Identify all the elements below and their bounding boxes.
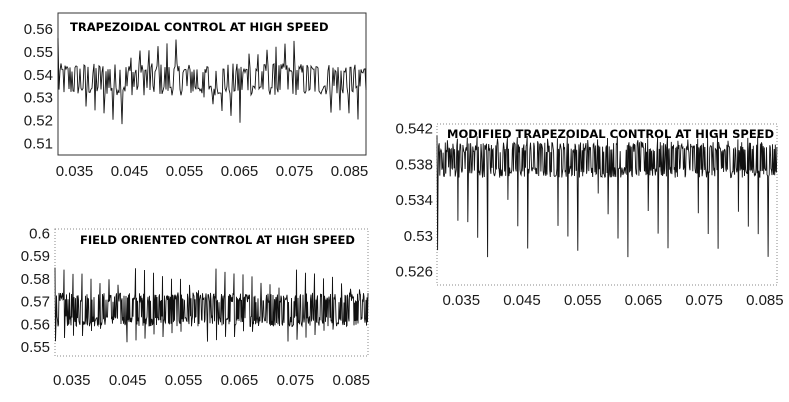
y-tick-label: 0.56: [24, 21, 53, 38]
y-tick-label: 0.53: [404, 228, 433, 245]
x-tick-label: 0.055: [564, 292, 602, 309]
y-tick-label: 0.534: [395, 192, 433, 209]
chart-trapezoidal: 0.51 0.52 0.53 0.54 0.55 0.56 0.035 0.045 0.055 0…: [24, 12, 369, 180]
x-tick-label: 0.035: [443, 292, 481, 309]
y-tick-label: 0.6: [29, 226, 50, 243]
x-tick-label: 0.085: [331, 163, 369, 180]
y-tick-label: 0.51: [24, 136, 53, 153]
series-line: [436, 135, 778, 258]
chart-title: TRAPEZOIDAL CONTROL AT HIGH SPEED: [70, 20, 329, 34]
x-tick-label: 0.085: [746, 292, 784, 309]
x-tick-label: 0.055: [165, 372, 203, 389]
plot-frame: [54, 228, 369, 357]
x-tick-label: 0.045: [111, 163, 149, 180]
y-tick-label: 0.526: [395, 264, 433, 281]
y-tick-label: 0.54: [24, 67, 53, 84]
x-tick-label: 0.065: [625, 292, 663, 309]
y-tick-label: 0.59: [21, 248, 50, 265]
y-tick-label: 0.56: [21, 316, 50, 333]
series-line: [57, 38, 367, 125]
x-tick-label: 0.065: [221, 163, 259, 180]
x-tick-label: 0.035: [53, 372, 91, 389]
chart-modified: 0.526 0.53 0.534 0.538 0.542 0.035 0.045 0.055 0…: [395, 120, 783, 309]
x-tick-label: 0.045: [109, 372, 147, 389]
x-tick-label: 0.055: [166, 163, 204, 180]
y-tick-label: 0.53: [24, 90, 53, 107]
chart-title: FIELD ORIENTED CONTROL AT HIGH SPEED: [80, 233, 355, 247]
y-tick-label: 0.58: [21, 271, 50, 288]
y-tick-label: 0.538: [395, 156, 433, 173]
x-tick-label: 0.045: [503, 292, 541, 309]
y-tick-label: 0.542: [395, 120, 433, 137]
x-tick-label: 0.075: [685, 292, 723, 309]
x-tick-label: 0.075: [276, 163, 314, 180]
y-tick-label: 0.55: [24, 44, 53, 61]
x-tick-label: 0.075: [277, 372, 315, 389]
chart-title: MODIFIED TRAPEZOIDAL CONTROL AT HIGH SPE…: [447, 127, 774, 141]
plot-frame: [57, 12, 367, 156]
chart-foc: 0.55 0.56 0.57 0.58 0.59 0.6 0.035 0.045 0.055 0.…: [21, 226, 370, 389]
series-line: [54, 267, 369, 343]
x-tick-label: 0.085: [332, 372, 370, 389]
y-tick-label: 0.57: [21, 294, 50, 311]
x-tick-label: 0.035: [56, 163, 94, 180]
y-tick-label: 0.52: [24, 113, 53, 130]
y-tick-label: 0.55: [21, 339, 50, 356]
x-tick-label: 0.065: [221, 372, 259, 389]
